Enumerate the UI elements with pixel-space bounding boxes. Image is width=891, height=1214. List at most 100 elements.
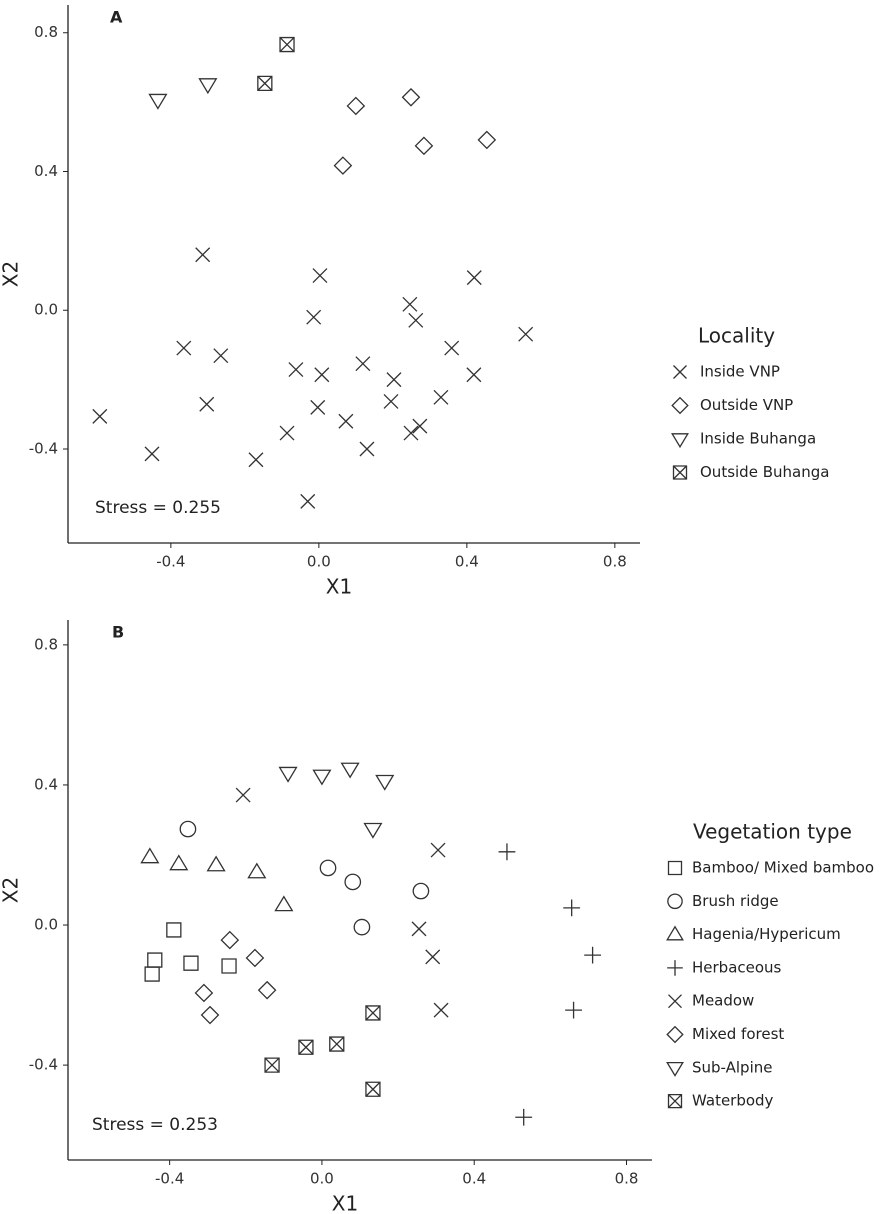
legend-marker bbox=[673, 365, 687, 379]
point bbox=[213, 348, 229, 364]
point bbox=[179, 820, 197, 838]
point bbox=[355, 356, 371, 372]
legend-label: Mixed forest bbox=[692, 1025, 784, 1043]
point bbox=[565, 1001, 582, 1019]
legend-marker bbox=[667, 960, 683, 976]
point bbox=[247, 862, 267, 879]
legend-label: Sub-Alpine bbox=[692, 1058, 773, 1076]
y-tick-label: 0.4 bbox=[34, 162, 58, 180]
legend-marker bbox=[672, 465, 688, 480]
y-tick-label: 0.4 bbox=[34, 775, 58, 793]
point bbox=[403, 425, 419, 441]
point bbox=[584, 946, 602, 964]
legend-marker bbox=[666, 925, 684, 941]
x-tick-label: -0.4 bbox=[155, 1170, 184, 1188]
x-tick-label: 0.0 bbox=[307, 553, 331, 571]
point bbox=[466, 270, 482, 286]
point bbox=[346, 96, 366, 116]
point bbox=[176, 340, 192, 356]
y-tick-label: 0.0 bbox=[34, 916, 58, 934]
point bbox=[264, 1057, 280, 1073]
legend-marker bbox=[671, 433, 689, 449]
point bbox=[402, 296, 418, 312]
point bbox=[433, 389, 449, 405]
point bbox=[329, 1036, 345, 1052]
point bbox=[220, 930, 240, 950]
x-tick-label: -0.4 bbox=[156, 553, 185, 571]
point bbox=[169, 854, 189, 871]
point bbox=[414, 136, 434, 156]
point bbox=[235, 787, 251, 803]
point bbox=[340, 762, 360, 779]
point bbox=[278, 766, 298, 783]
point bbox=[353, 918, 371, 936]
point bbox=[166, 922, 182, 938]
point bbox=[148, 93, 168, 110]
point bbox=[279, 425, 295, 441]
point bbox=[312, 769, 332, 786]
point bbox=[430, 842, 446, 858]
point bbox=[563, 899, 581, 917]
y-axis-title: X2 bbox=[0, 261, 23, 287]
point bbox=[312, 268, 328, 284]
legend-label: Outside Buhanga bbox=[700, 463, 829, 481]
point bbox=[383, 394, 399, 409]
point bbox=[375, 774, 395, 791]
y-tick-label: -0.4 bbox=[29, 439, 58, 457]
point bbox=[257, 75, 273, 92]
point bbox=[257, 980, 277, 1000]
point bbox=[300, 493, 316, 509]
point bbox=[425, 949, 441, 965]
point bbox=[365, 1005, 381, 1021]
point bbox=[444, 340, 460, 356]
legend-marker bbox=[667, 893, 683, 910]
point bbox=[365, 1081, 381, 1097]
point bbox=[338, 413, 354, 429]
x-tick-label: 0.4 bbox=[462, 1170, 486, 1188]
point bbox=[274, 895, 294, 912]
point bbox=[466, 367, 482, 383]
legend-marker bbox=[667, 1093, 683, 1109]
point bbox=[412, 418, 428, 434]
x-tick-label: 0.8 bbox=[615, 1170, 639, 1188]
point bbox=[363, 822, 383, 839]
legend-label: Inside Buhanga bbox=[700, 430, 816, 448]
legend-marker bbox=[667, 860, 683, 876]
y-tick-label: 0.0 bbox=[34, 301, 58, 319]
x-tick-label: 0.4 bbox=[455, 553, 479, 571]
point bbox=[333, 156, 353, 175]
y-axis-title: X2 bbox=[0, 877, 23, 903]
point bbox=[401, 87, 421, 107]
point bbox=[200, 1005, 220, 1025]
point bbox=[515, 1108, 533, 1126]
point bbox=[147, 952, 163, 968]
point bbox=[198, 78, 218, 95]
legend-title: Vegetation type bbox=[693, 820, 852, 844]
legend-label: Hagenia/Hypericum bbox=[692, 925, 841, 943]
point bbox=[310, 399, 326, 415]
legend-label: Inside VNP bbox=[700, 363, 780, 381]
legend-marker bbox=[668, 994, 682, 1009]
legend-label: Meadow bbox=[692, 992, 754, 1010]
legend-label: Bamboo/ Mixed bamboo bbox=[692, 859, 874, 877]
panel-label: B bbox=[112, 623, 124, 642]
x-tick-label: 0.0 bbox=[310, 1170, 334, 1188]
point bbox=[183, 955, 199, 971]
point bbox=[248, 452, 264, 468]
point bbox=[408, 312, 424, 328]
y-tick-label: 0.8 bbox=[34, 635, 58, 653]
point bbox=[194, 983, 214, 1003]
point bbox=[288, 362, 304, 378]
legend-marker bbox=[671, 396, 689, 415]
point bbox=[319, 859, 337, 877]
x-axis-title: X1 bbox=[326, 575, 352, 599]
legend-label: Outside VNP bbox=[700, 396, 793, 414]
point bbox=[386, 372, 402, 388]
point bbox=[140, 847, 160, 864]
point bbox=[518, 326, 534, 342]
point bbox=[195, 247, 211, 263]
legend-label: Brush ridge bbox=[692, 892, 779, 910]
legend-label: Waterbody bbox=[692, 1092, 774, 1110]
annotation: Stress = 0.255 bbox=[95, 498, 221, 518]
